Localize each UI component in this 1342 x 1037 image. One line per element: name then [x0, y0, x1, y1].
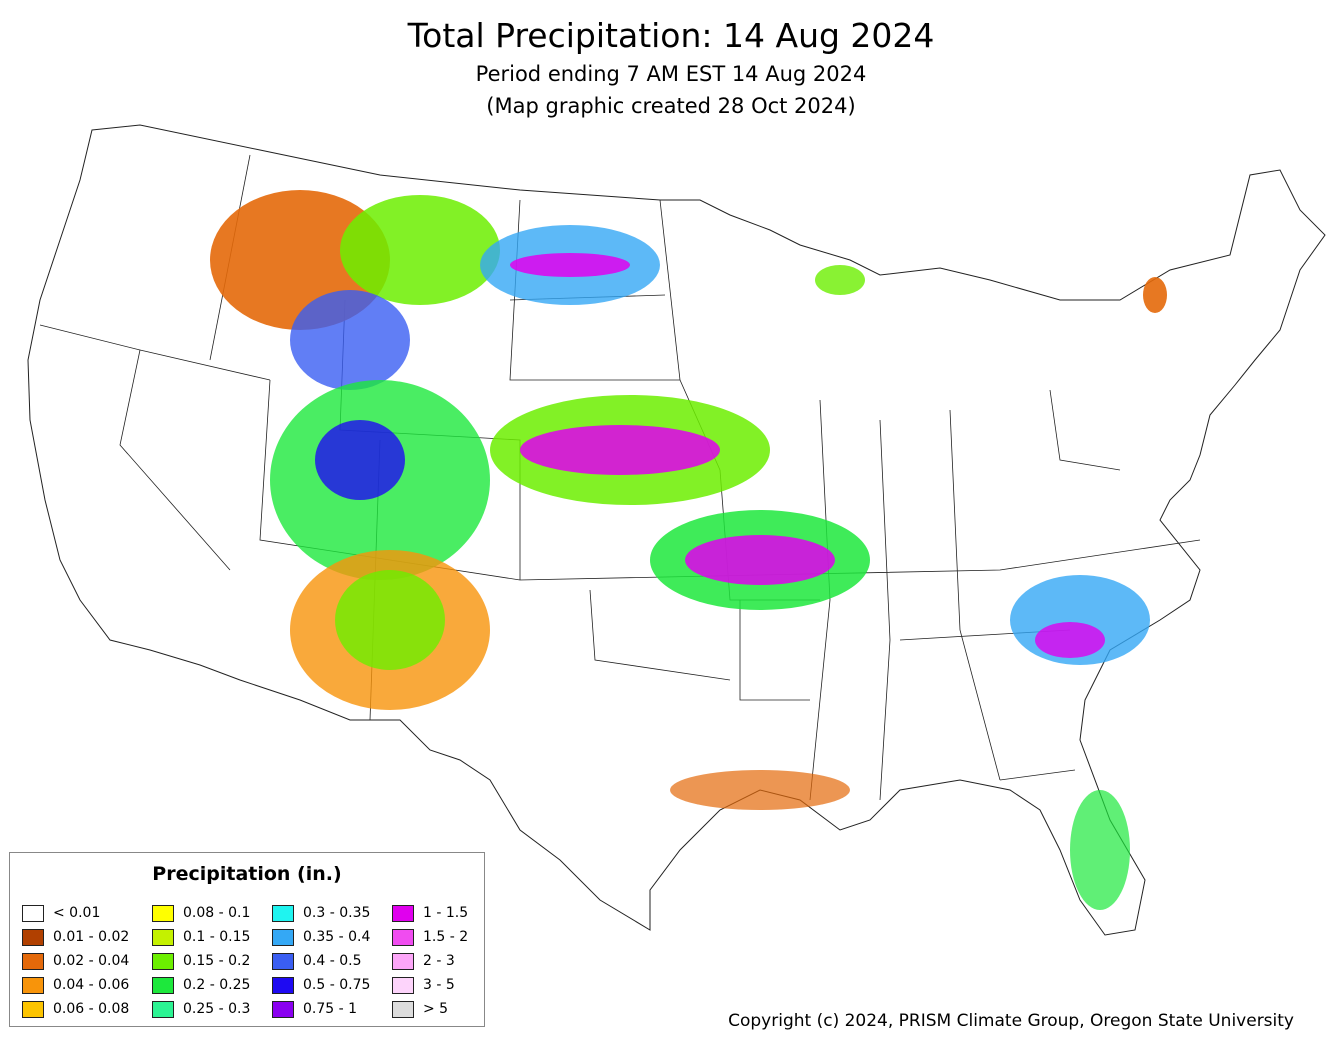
- legend-label: 0.15 - 0.2: [183, 953, 251, 969]
- precip-area-kansas-core: [520, 425, 720, 475]
- map-subtitle-created: (Map graphic created 28 Oct 2024): [486, 94, 856, 118]
- legend-item: < 0.01: [22, 903, 100, 923]
- legend-swatch: [22, 928, 44, 946]
- legend-label: 0.2 - 0.25: [183, 977, 251, 993]
- legend-swatch: [152, 1000, 174, 1018]
- legend-swatch: [392, 904, 414, 922]
- precip-area-dakotas-core: [510, 253, 630, 277]
- precip-area-gulf-coast: [670, 770, 850, 810]
- map-title: Total Precipitation: 14 Aug 2024: [407, 16, 935, 55]
- legend-swatch: [152, 952, 174, 970]
- precip-area-wyoming: [290, 290, 410, 390]
- legend-label: 0.3 - 0.35: [303, 905, 371, 921]
- legend-label: 1.5 - 2: [423, 929, 469, 945]
- legend-label: 3 - 5: [423, 977, 455, 993]
- legend-item: 2 - 3: [392, 951, 455, 971]
- legend-label: 0.01 - 0.02: [53, 929, 130, 945]
- legend-label: 0.06 - 0.08: [53, 1001, 130, 1017]
- legend-swatch: [22, 952, 44, 970]
- legend-item: 0.04 - 0.06: [22, 975, 129, 995]
- legend-label: 0.35 - 0.4: [303, 929, 371, 945]
- legend-swatch: [392, 976, 414, 994]
- legend-swatch: [22, 976, 44, 994]
- legend-item: 0.2 - 0.25: [152, 975, 250, 995]
- legend-label: 0.75 - 1: [303, 1001, 358, 1017]
- legend-item: 0.08 - 0.1: [152, 903, 250, 923]
- legend-item: 0.06 - 0.08: [22, 999, 129, 1019]
- legend-label: 2 - 3: [423, 953, 455, 969]
- legend-item: 0.4 - 0.5: [272, 951, 361, 971]
- legend-label: 0.04 - 0.06: [53, 977, 130, 993]
- legend-panel: Precipitation (in.) < 0.01 0.01 - 0.02 0.0…: [9, 852, 485, 1027]
- legend-item: 0.25 - 0.3: [152, 999, 250, 1019]
- legend-swatch: [152, 976, 174, 994]
- legend-swatch: [392, 1000, 414, 1018]
- legend-item: 1 - 1.5: [392, 903, 468, 923]
- legend-label: 0.25 - 0.3: [183, 1001, 251, 1017]
- precip-area-maine: [1143, 277, 1167, 313]
- legend-item: 0.02 - 0.04: [22, 951, 129, 971]
- legend-item: 0.01 - 0.02: [22, 927, 129, 947]
- precip-area-missouri-core: [685, 535, 835, 585]
- precip-area-florida: [1070, 790, 1130, 910]
- legend-label: > 5: [423, 1001, 449, 1017]
- legend-swatch: [272, 952, 294, 970]
- legend-label: 0.5 - 0.75: [303, 977, 371, 993]
- precip-area-montana: [340, 195, 500, 305]
- legend-item: 0.35 - 0.4: [272, 927, 370, 947]
- legend-swatch: [272, 976, 294, 994]
- map-subtitle-period: Period ending 7 AM EST 14 Aug 2024: [475, 62, 867, 86]
- legend-label: 0.02 - 0.04: [53, 953, 130, 969]
- legend-item: 0.5 - 0.75: [272, 975, 370, 995]
- legend-label: 0.1 - 0.15: [183, 929, 251, 945]
- legend-swatch: [22, 904, 44, 922]
- precip-area-colorado-core: [315, 420, 405, 500]
- copyright-text: Copyright (c) 2024, PRISM Climate Group,…: [728, 1011, 1294, 1031]
- legend-swatch: [152, 904, 174, 922]
- legend-item: 3 - 5: [392, 975, 455, 995]
- precip-area-nm-core: [335, 570, 445, 670]
- legend-item: 0.15 - 0.2: [152, 951, 250, 971]
- legend-label: 1 - 1.5: [423, 905, 469, 921]
- legend-title: Precipitation (in.): [152, 863, 342, 885]
- legend-swatch: [22, 1000, 44, 1018]
- legend-swatch: [392, 952, 414, 970]
- precip-area-wisconsin: [815, 265, 865, 295]
- precip-area-carolinas-core: [1035, 622, 1105, 658]
- legend-item: 0.1 - 0.15: [152, 927, 250, 947]
- legend-swatch: [272, 904, 294, 922]
- legend-label: 0.08 - 0.1: [183, 905, 251, 921]
- legend-item: 1.5 - 2: [392, 927, 468, 947]
- legend-swatch: [272, 928, 294, 946]
- legend-item: > 5: [392, 999, 448, 1019]
- legend-item: 0.75 - 1: [272, 999, 357, 1019]
- legend-swatch: [152, 928, 174, 946]
- legend-swatch: [272, 1000, 294, 1018]
- legend-item: 0.3 - 0.35: [272, 903, 370, 923]
- legend-label: < 0.01: [53, 905, 101, 921]
- precip-shading: [210, 190, 1167, 910]
- legend-label: 0.4 - 0.5: [303, 953, 362, 969]
- legend-swatch: [392, 928, 414, 946]
